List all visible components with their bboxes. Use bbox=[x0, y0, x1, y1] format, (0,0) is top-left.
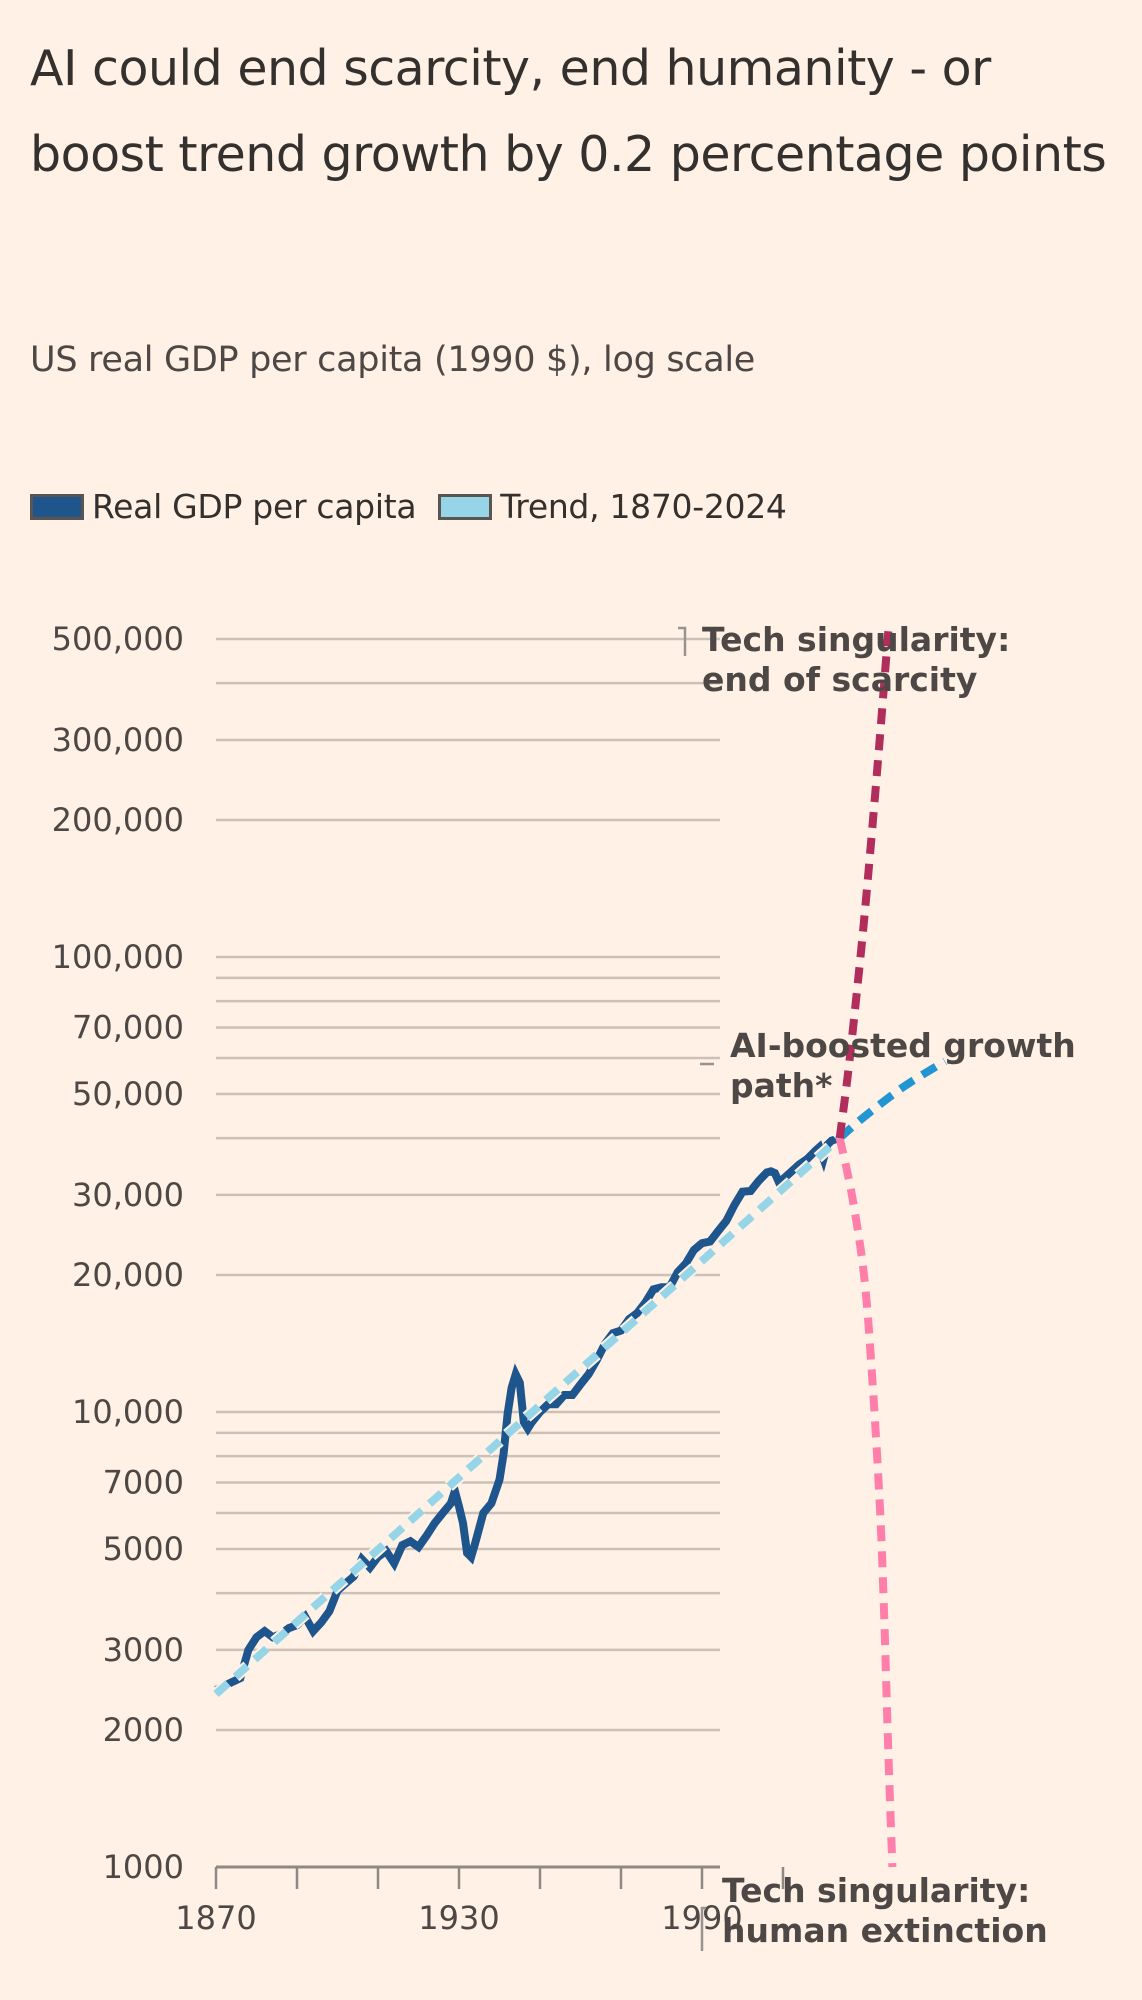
series-ai-boosted bbox=[837, 1057, 948, 1142]
legend-item-trend: Trend, 1870-2024 bbox=[438, 487, 787, 526]
legend: Real GDP per capita Trend, 1870-2024 bbox=[30, 487, 809, 526]
series-scarcity bbox=[835, 630, 893, 1139]
annotation-human-extinction-line: Tech singularity: bbox=[722, 1871, 1030, 1910]
annotation-human-extinction-line: human extinction bbox=[722, 1911, 1048, 1950]
legend-label-gdp: Real GDP per capita bbox=[92, 487, 417, 526]
chart-title: AI could end scarcity, end humanity - or… bbox=[30, 40, 1107, 183]
annotations: Tech singularity: end of scarcityAI-boost… bbox=[678, 620, 1076, 1951]
series-layer bbox=[212, 630, 949, 1868]
y-tick-label: 300,000 bbox=[52, 721, 184, 759]
y-tick-label: 20,000 bbox=[72, 1256, 184, 1294]
y-tick-label: 500,000 bbox=[52, 620, 184, 658]
y-tick-label: 70,000 bbox=[72, 1009, 184, 1047]
y-tick-label: 7000 bbox=[103, 1463, 184, 1501]
y-tick-label: 2000 bbox=[103, 1711, 184, 1749]
annotation-ai-boosted: AI-boosted growth path* bbox=[730, 1026, 1076, 1105]
gridlines bbox=[216, 637, 720, 1732]
y-tick-label: 100,000 bbox=[52, 938, 184, 976]
y-tick-label: 3000 bbox=[103, 1631, 184, 1669]
x-axis: 1870 1930 1990 bbox=[175, 1865, 785, 1937]
y-tick-label: 5000 bbox=[103, 1530, 184, 1568]
legend-label-trend: Trend, 1870-2024 bbox=[500, 487, 787, 526]
legend-swatch-gdp bbox=[30, 493, 84, 520]
y-tick-label: 10,000 bbox=[72, 1393, 184, 1431]
annotation-human-extinction-leader bbox=[700, 1906, 706, 1951]
y-tick-label: 200,000 bbox=[52, 801, 184, 839]
y-axis-tick-labels: 500,000 300,000 200,000 100,000 70,000 50,000… bbox=[52, 620, 184, 1886]
annotation-end-of-scarcity-leader bbox=[678, 626, 687, 656]
annotation-ai-boosted-line: path* bbox=[730, 1066, 832, 1105]
x-tick-label: 1870 bbox=[175, 1899, 256, 1937]
y-tick-label: 50,000 bbox=[72, 1075, 184, 1113]
legend-swatch-trend bbox=[438, 493, 493, 520]
annotation-end-of-scarcity: Tech singularity: end of scarcity bbox=[702, 620, 1010, 699]
series-extinction bbox=[835, 1137, 897, 1868]
legend-item-gdp: Real GDP per capita bbox=[30, 487, 417, 526]
annotation-ai-boosted-line: AI-boosted growth bbox=[730, 1026, 1076, 1065]
x-tick-label: 1930 bbox=[418, 1899, 499, 1937]
y-tick-label: 30,000 bbox=[72, 1176, 184, 1214]
chart-subtitle: US real GDP per capita (1990 $), log sca… bbox=[30, 340, 755, 380]
annotation-human-extinction: Tech singularity: human extinction bbox=[722, 1871, 1048, 1950]
annotation-end-of-scarcity-line: end of scarcity bbox=[702, 660, 977, 699]
series-trend bbox=[213, 1135, 843, 1697]
y-tick-label: 1000 bbox=[103, 1848, 184, 1886]
series-real-gdp bbox=[214, 1134, 841, 1694]
annotation-end-of-scarcity-line: Tech singularity: bbox=[702, 620, 1010, 659]
